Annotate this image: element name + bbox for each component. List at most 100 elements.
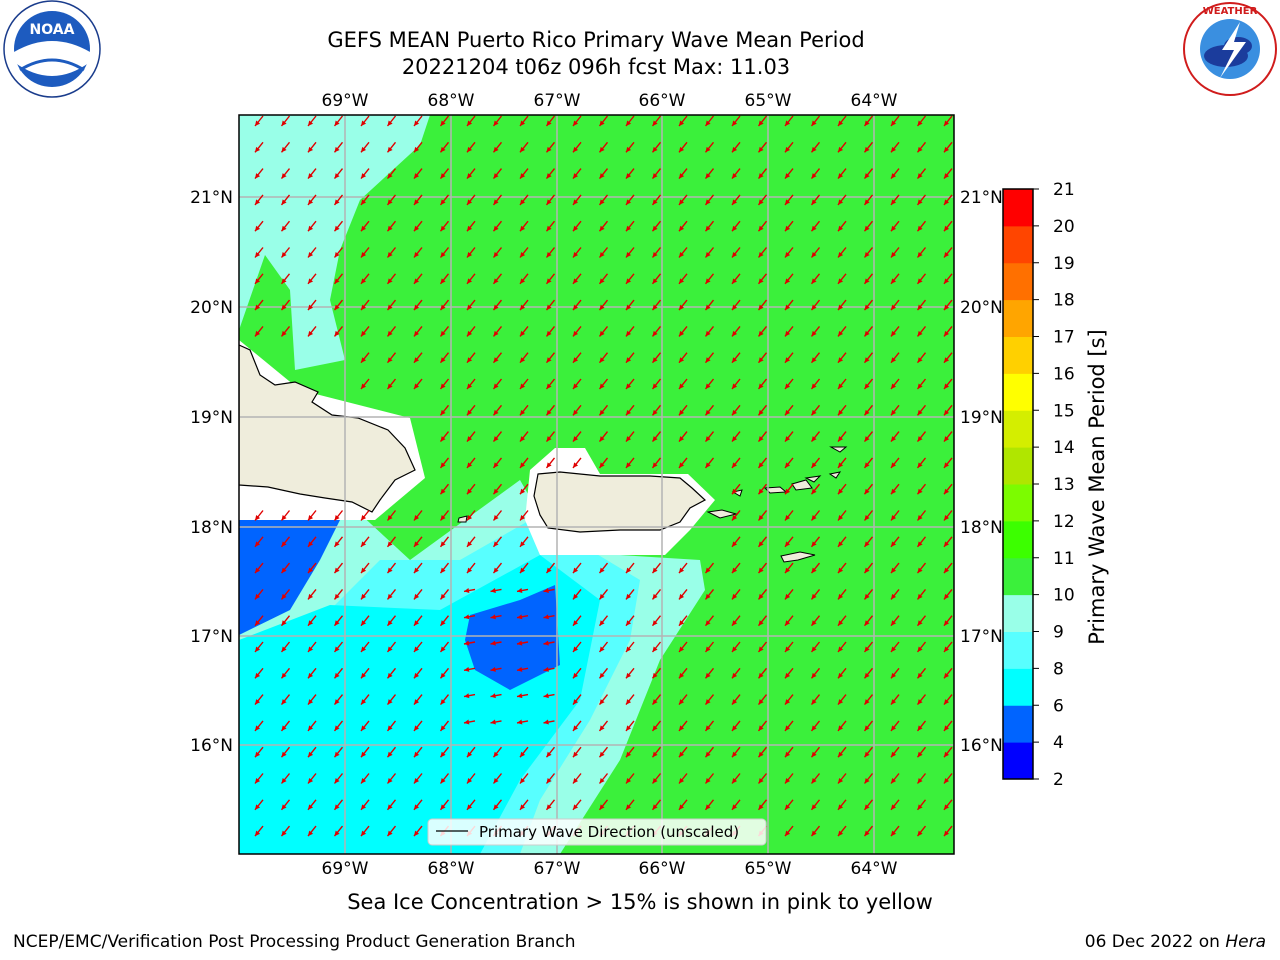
wave-arrow-head — [440, 462, 446, 468]
wave-arrow-head — [308, 751, 314, 758]
wave-arrow-head — [705, 778, 711, 784]
wave-arrow-head — [520, 278, 526, 284]
wave-arrow-head — [517, 588, 523, 593]
wave-arrow-head — [917, 173, 923, 179]
wave-arrow-head — [543, 719, 549, 725]
wave-arrow-head — [679, 620, 685, 626]
wave-arrow-head — [281, 225, 287, 232]
colorbar-segment — [1003, 299, 1033, 337]
wave-arrow-head — [891, 725, 897, 731]
wave-arrow-head — [864, 304, 870, 311]
wave-arrow-head — [944, 436, 950, 442]
colorbar-segment — [1003, 742, 1033, 780]
wave-arrow-head — [414, 778, 420, 784]
wave-arrow-head — [785, 751, 791, 758]
wave-arrow-head — [626, 330, 632, 337]
wave-arrow-head — [308, 515, 314, 521]
wave-arrow-head — [334, 120, 340, 126]
wave-arrow-head — [520, 383, 526, 389]
wave-arrow-head — [626, 567, 632, 574]
wave-arrow-head — [732, 646, 738, 652]
wave-arrow-head — [758, 725, 764, 731]
wave-arrow-head — [838, 515, 844, 521]
wave-arrow-head — [838, 357, 844, 363]
wave-arrow-head — [520, 488, 526, 495]
wave-arrow-head — [864, 252, 870, 258]
wave-arrow-head — [387, 146, 393, 153]
wave-arrow-head — [679, 593, 685, 600]
wave-arrow-head — [440, 672, 446, 679]
wave-arrow-head — [440, 751, 446, 758]
wave-arrow-head — [467, 751, 473, 758]
wave-arrow-head — [573, 199, 579, 205]
period-field-blue-west — [239, 510, 345, 635]
wave-arrow-head — [785, 804, 791, 810]
wave-arrow-head — [493, 541, 499, 547]
wave-arrow-head — [546, 383, 552, 389]
wave-arrow-head — [679, 778, 685, 784]
wave-arrow-head — [490, 640, 496, 646]
wave-arrow-head — [493, 488, 499, 495]
wave-arrow-head — [573, 646, 579, 652]
wave-arrow-head — [281, 620, 287, 626]
wave-arrow-head — [838, 488, 844, 495]
wave-arrow-head — [387, 252, 393, 258]
wave-arrow-head — [467, 252, 473, 258]
wave-arrow-head — [308, 804, 314, 810]
wave-arrow-head — [785, 146, 791, 153]
wave-arrow-head — [440, 593, 446, 600]
wave-arrow-head — [334, 515, 340, 521]
wave-arrow-head — [944, 357, 950, 363]
wave-arrow-head — [732, 778, 738, 784]
wave-arrow-head — [599, 462, 605, 468]
wave-arrow-head — [785, 173, 791, 179]
wave-arrow-head — [517, 614, 523, 620]
wave-arrow-head — [917, 120, 923, 126]
wave-arrow-head — [387, 515, 393, 521]
wave-arrow-head — [838, 278, 844, 284]
wave-arrow-head — [493, 462, 499, 468]
wave-arrow-head — [705, 252, 711, 258]
wave-arrow-head — [440, 120, 446, 126]
wave-arrow-head — [255, 646, 261, 652]
wave-arrow-head — [520, 567, 526, 574]
wave-arrow-head — [440, 199, 446, 205]
wave-arrow-head — [308, 252, 314, 258]
wave-arrow-head — [493, 409, 499, 416]
wave-arrow-head — [414, 173, 420, 179]
wave-arrow-head — [705, 409, 711, 416]
wave-arrow-head — [308, 541, 314, 547]
wave-arrow-head — [811, 593, 817, 600]
wave-arrow-head — [308, 830, 314, 837]
wave-arrow-head — [864, 278, 870, 284]
wave-arrow-head — [944, 620, 950, 626]
wave-arrow-head — [573, 252, 579, 258]
wave-arrow-head — [652, 409, 658, 416]
wave-arrow-head — [440, 252, 446, 258]
wave-arrow-head — [281, 199, 287, 205]
wave-arrow-head — [440, 567, 446, 574]
wave-arrow-head — [626, 173, 632, 179]
wave-arrow-head — [626, 225, 632, 232]
wave-arrow-head — [944, 199, 950, 205]
wave-arrow-head — [414, 672, 420, 679]
wave-arrow-head — [891, 146, 897, 153]
wave-arrow-head — [255, 830, 261, 837]
wave-arrow-head — [599, 120, 605, 126]
wave-arrow-head — [864, 804, 870, 810]
wave-arrow-head — [573, 725, 579, 731]
wave-arrow-head — [599, 357, 605, 363]
wave-arrow-head — [917, 804, 923, 810]
wave-arrow-head — [414, 541, 420, 547]
wave-arrow-head — [546, 751, 552, 758]
wave-arrow-head — [732, 330, 738, 337]
colorbar-segment — [1003, 520, 1033, 559]
wave-arrow-head — [917, 646, 923, 652]
wave-arrow-head — [361, 252, 367, 258]
wave-arrow-head — [387, 567, 393, 574]
wave-arrow-head — [838, 672, 844, 679]
wave-arrow-head — [917, 409, 923, 416]
wave-arrow-head — [679, 199, 685, 205]
svg-text:17°N: 17°N — [190, 627, 233, 647]
wave-arrow-head — [917, 330, 923, 337]
